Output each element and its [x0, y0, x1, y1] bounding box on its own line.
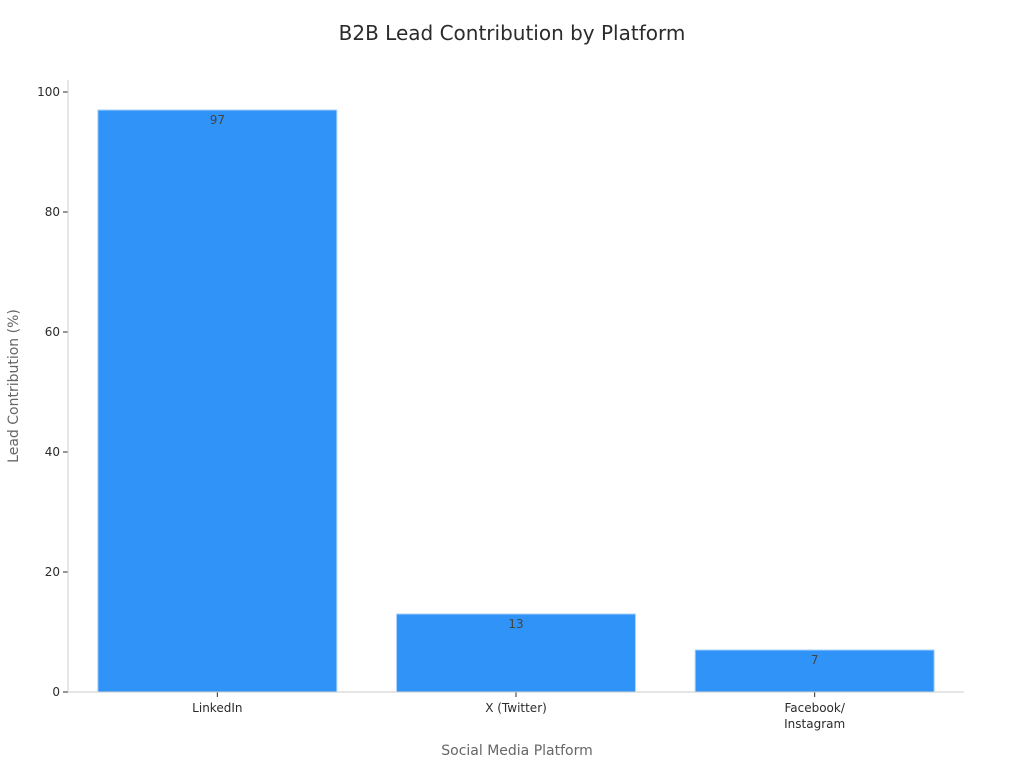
bars [97, 109, 935, 693]
x-axis-ticks: LinkedIn X (Twitter) Facebook/Instagram [192, 692, 846, 731]
y-tick-label: 20 [45, 565, 60, 579]
y-tick-label: 0 [52, 685, 60, 699]
x-tick-label-line: LinkedIn [192, 701, 242, 715]
x-tick-label: Facebook/Instagram [784, 701, 846, 731]
bar [97, 109, 338, 693]
x-tick-label-line: Instagram [784, 717, 845, 731]
y-axis-ticks: 0 20 40 60 80 100 [37, 85, 68, 699]
y-tick-label: 80 [45, 205, 60, 219]
y-tick-label: 100 [37, 85, 60, 99]
x-axis-label: Social Media Platform [441, 743, 593, 759]
x-tick-label: LinkedIn [192, 701, 242, 715]
bar [694, 649, 935, 693]
data-label: 7 [811, 653, 819, 667]
x-tick-label-line: Facebook/ [784, 701, 845, 715]
data-labels: 97 13 7 [210, 113, 819, 667]
data-label: 97 [210, 113, 225, 127]
chart-title: B2B Lead Contribution by Platform [339, 21, 686, 45]
y-axis-label: Lead Contribution (%) [6, 309, 22, 463]
x-tick-label-line: X (Twitter) [485, 701, 547, 715]
y-tick-label: 60 [45, 325, 60, 339]
x-tick-label: X (Twitter) [485, 701, 547, 715]
data-label: 13 [508, 617, 523, 631]
y-tick-label: 40 [45, 445, 60, 459]
